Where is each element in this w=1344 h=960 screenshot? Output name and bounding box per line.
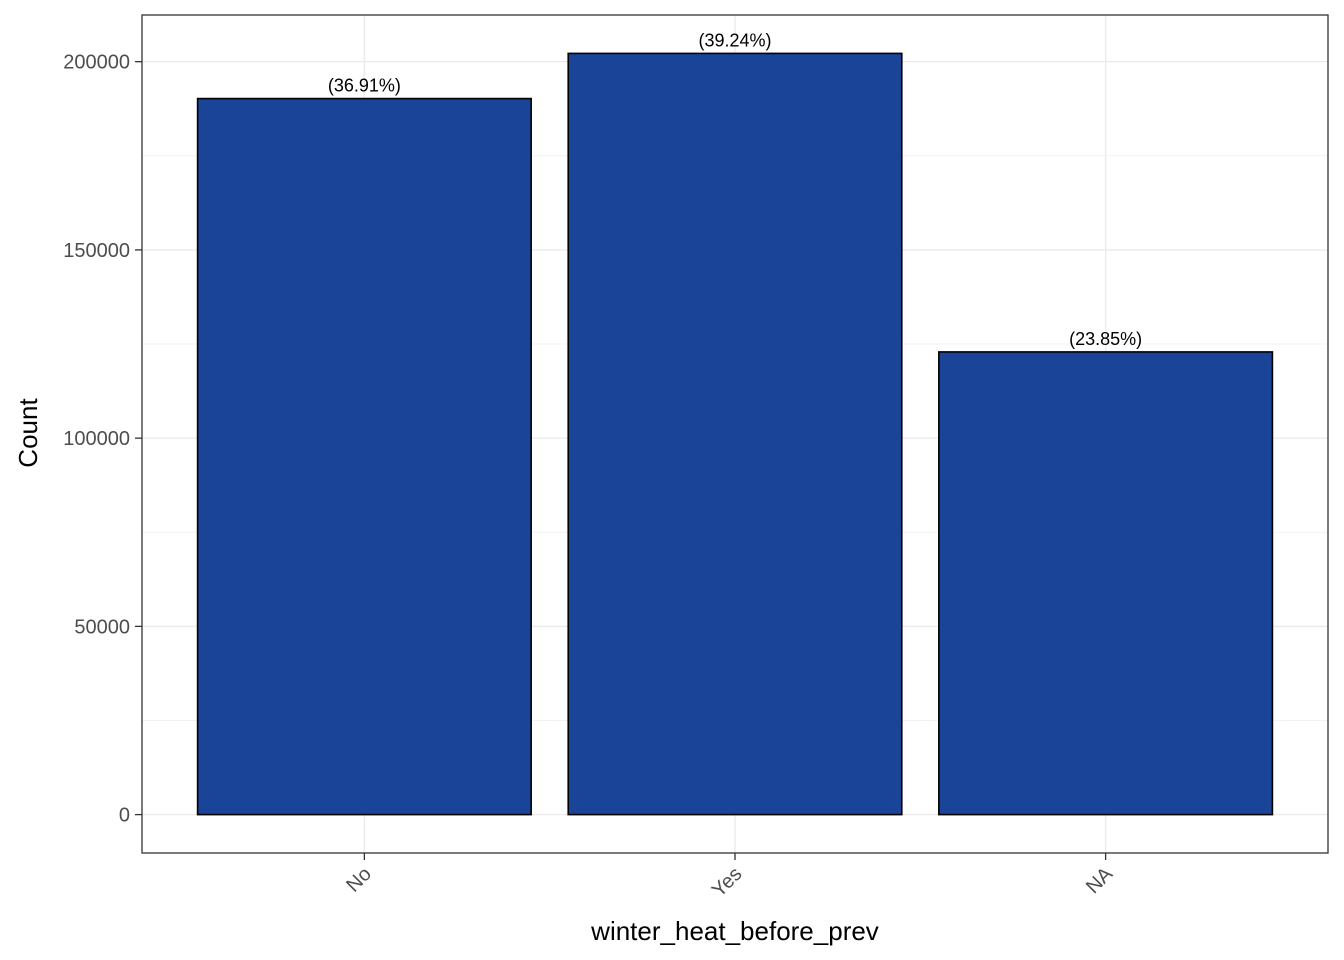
y-tick-label: 200000 — [63, 52, 130, 74]
x-axis-title: winter_heat_before_prev — [590, 916, 879, 946]
bar-na — [938, 351, 1274, 816]
x-tick-label: Yes — [708, 863, 747, 902]
y-tick-label: 150000 — [63, 240, 130, 262]
bar-label-na: (23.85%) — [1069, 329, 1142, 349]
y-tick-label: 100000 — [63, 428, 130, 450]
bar-no — [196, 97, 532, 816]
bars — [196, 52, 1274, 816]
x-tick-label: NA — [1082, 863, 1118, 899]
y-tick-label: 0 — [119, 805, 130, 827]
y-tick-label: 50000 — [74, 616, 130, 638]
bar-label-yes: (39.24%) — [698, 30, 771, 50]
x-tick-label: No — [342, 863, 376, 897]
y-axis: 0 50000 100000 150000 200000 — [63, 52, 142, 827]
bar-yes — [567, 52, 903, 816]
y-axis-title: Count — [13, 398, 43, 468]
bar-labels: (36.91%) (39.24%) (23.85%) — [328, 30, 1142, 349]
x-axis: No Yes NA — [342, 853, 1118, 902]
bar-label-no: (36.91%) — [328, 76, 401, 96]
